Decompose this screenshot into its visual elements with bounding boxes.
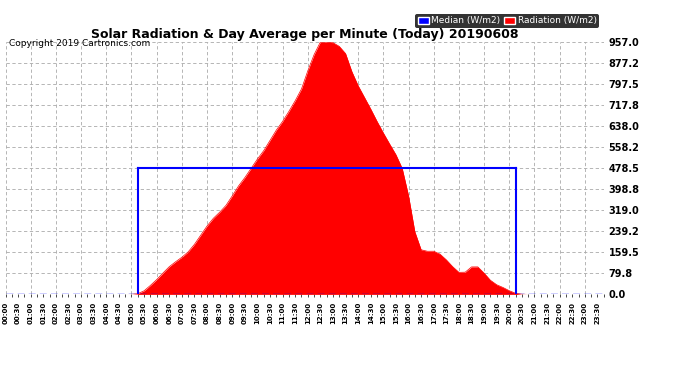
Text: Copyright 2019 Cartronics.com: Copyright 2019 Cartronics.com bbox=[9, 39, 150, 48]
Legend: Median (W/m2), Radiation (W/m2): Median (W/m2), Radiation (W/m2) bbox=[415, 14, 599, 28]
Title: Solar Radiation & Day Average per Minute (Today) 20190608: Solar Radiation & Day Average per Minute… bbox=[91, 28, 518, 41]
